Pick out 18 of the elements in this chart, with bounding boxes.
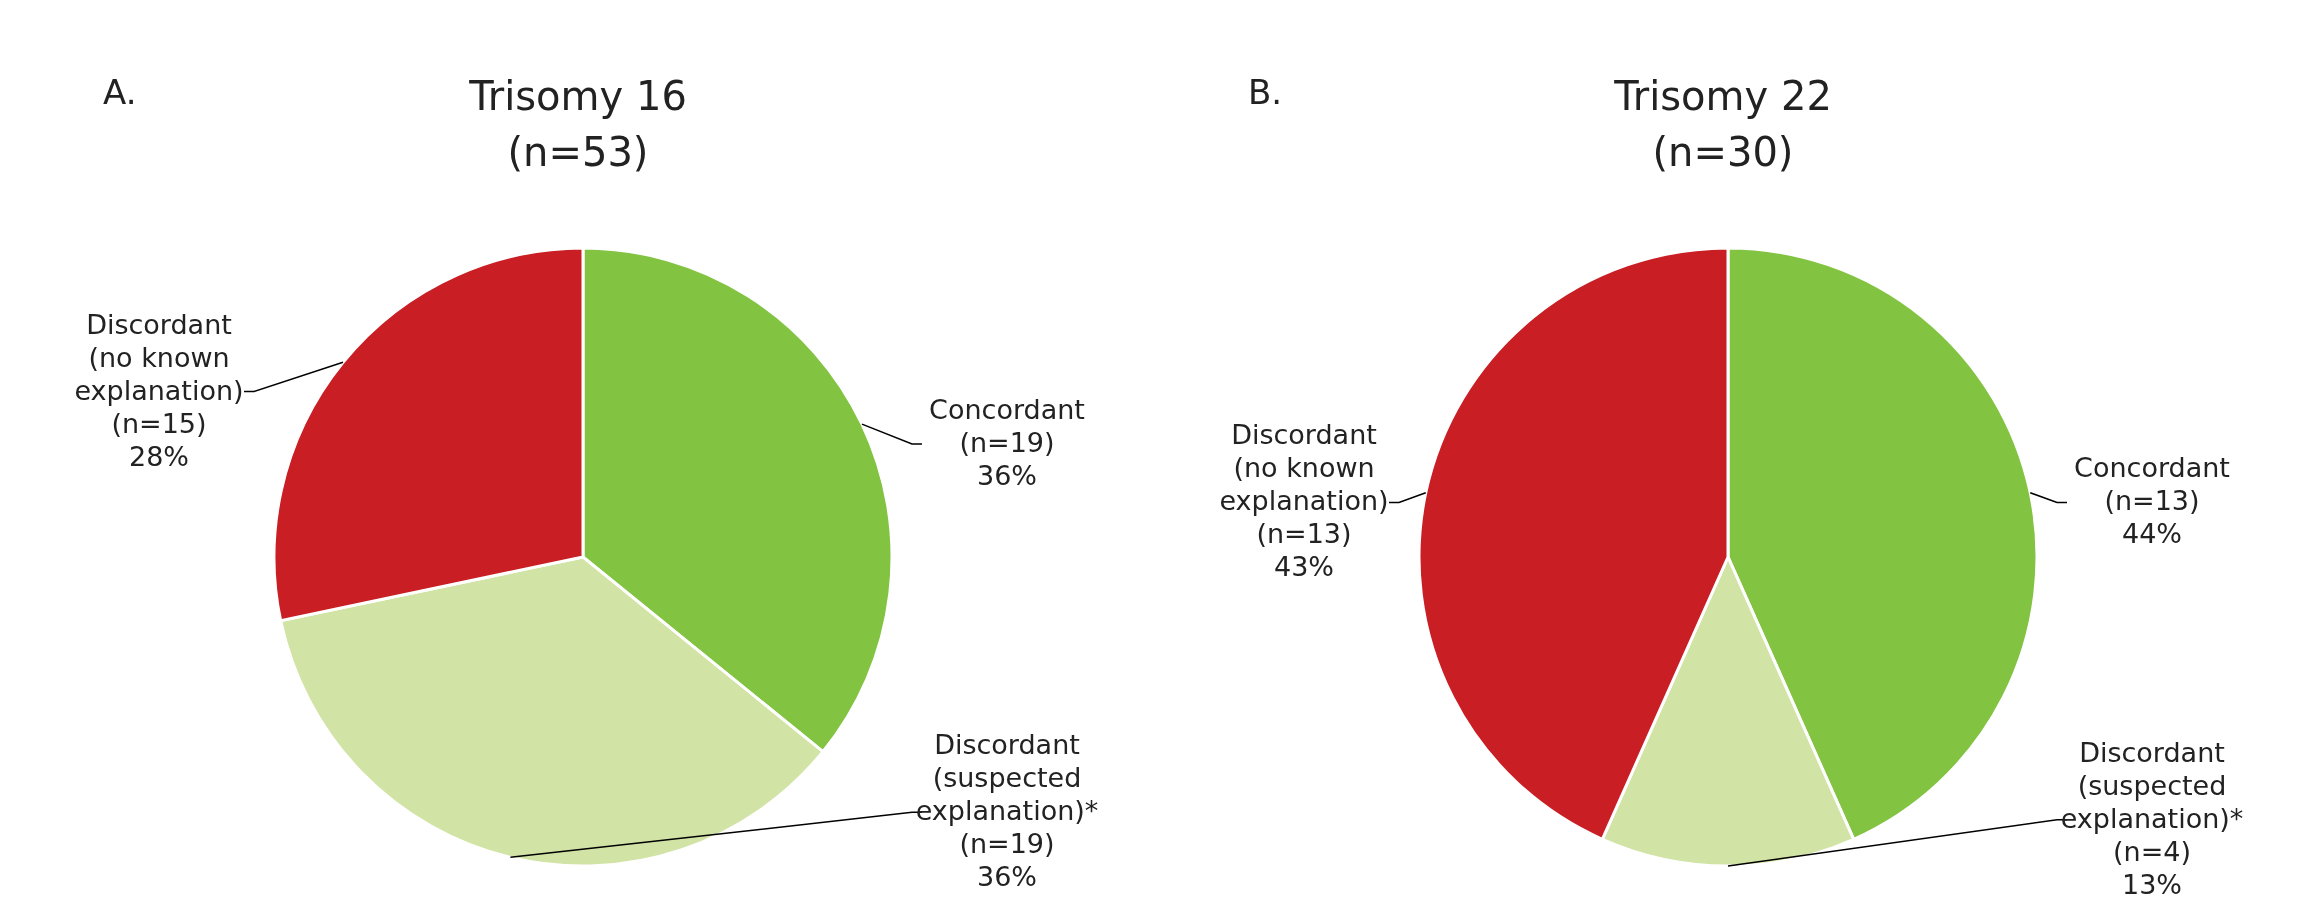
data-label: (n=15) 28%	[111, 407, 207, 472]
text: B.	[1248, 72, 1283, 112]
data-label: (n=13) 43%	[1256, 517, 1352, 582]
chart-subtitle: (n=30)	[1651, 128, 1795, 177]
chart-title: Trisomy 22	[1614, 73, 1832, 119]
data-label: (n=19) 36%	[959, 426, 1055, 491]
slice-label: Concordant	[2074, 451, 2230, 483]
data-label: (n=4) 13%	[2113, 835, 2191, 900]
text: A.	[103, 72, 137, 112]
slice-label: Concordant	[929, 393, 1085, 425]
slice-label: Discordant (suspected explanation)*	[2060, 736, 2244, 834]
data-label: (n=13) 44%	[2104, 484, 2200, 549]
data-label: (n=19) 36%	[959, 827, 1055, 892]
slice-label: Discordant (no known explanation)	[74, 308, 244, 406]
slice-label: Discordant (suspected explanation)*	[915, 728, 1099, 826]
chart-title: Trisomy 16	[469, 73, 687, 119]
slice-label: Discordant (no known explanation)	[1219, 418, 1389, 516]
chart-subtitle: (n=53)	[506, 128, 650, 177]
